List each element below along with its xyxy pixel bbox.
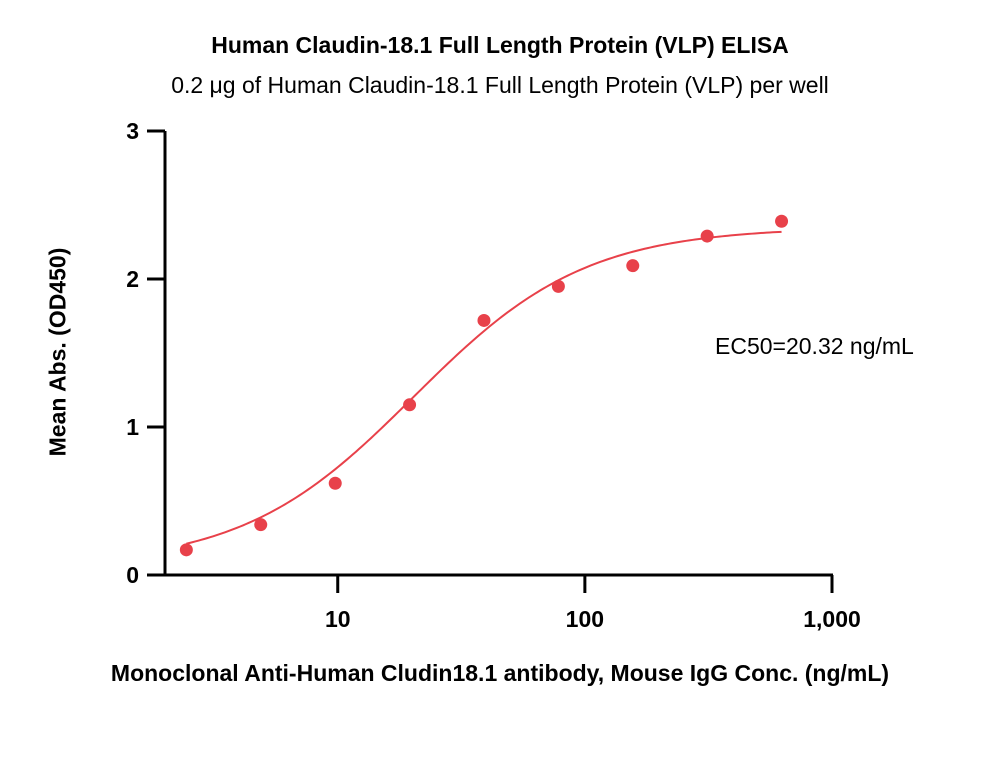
data-point <box>179 543 193 557</box>
data-point <box>403 398 417 412</box>
fit-curve-layer <box>186 230 782 545</box>
axes: 0 1 2 3 10 100 1,000 <box>126 118 861 632</box>
y-tick-label: 1 <box>126 414 139 440</box>
x-tick-label: 100 <box>566 606 604 632</box>
data-points-layer <box>179 214 789 557</box>
data-point <box>626 259 640 273</box>
x-tick-label: 10 <box>325 606 351 632</box>
fit-curve <box>186 230 782 545</box>
data-point <box>328 476 342 490</box>
y-tick-label: 0 <box>126 562 139 588</box>
y-tick-label: 2 <box>126 266 139 292</box>
x-axis-label: Monoclonal Anti-Human Cludin18.1 antibod… <box>110 660 890 686</box>
chart-subtitle: 0.2 μg of Human Claudin-18.1 Full Length… <box>171 72 829 98</box>
data-point <box>775 214 789 228</box>
y-tick-label: 3 <box>126 118 139 144</box>
data-point <box>477 313 491 327</box>
data-point <box>254 518 268 532</box>
x-tick-label: 1,000 <box>803 606 861 632</box>
ec50-annotation: EC50=20.32 ng/mL <box>715 333 914 359</box>
data-point <box>700 229 714 243</box>
data-point <box>551 279 565 293</box>
chart-title: Human Claudin-18.1 Full Length Protein (… <box>211 32 789 58</box>
